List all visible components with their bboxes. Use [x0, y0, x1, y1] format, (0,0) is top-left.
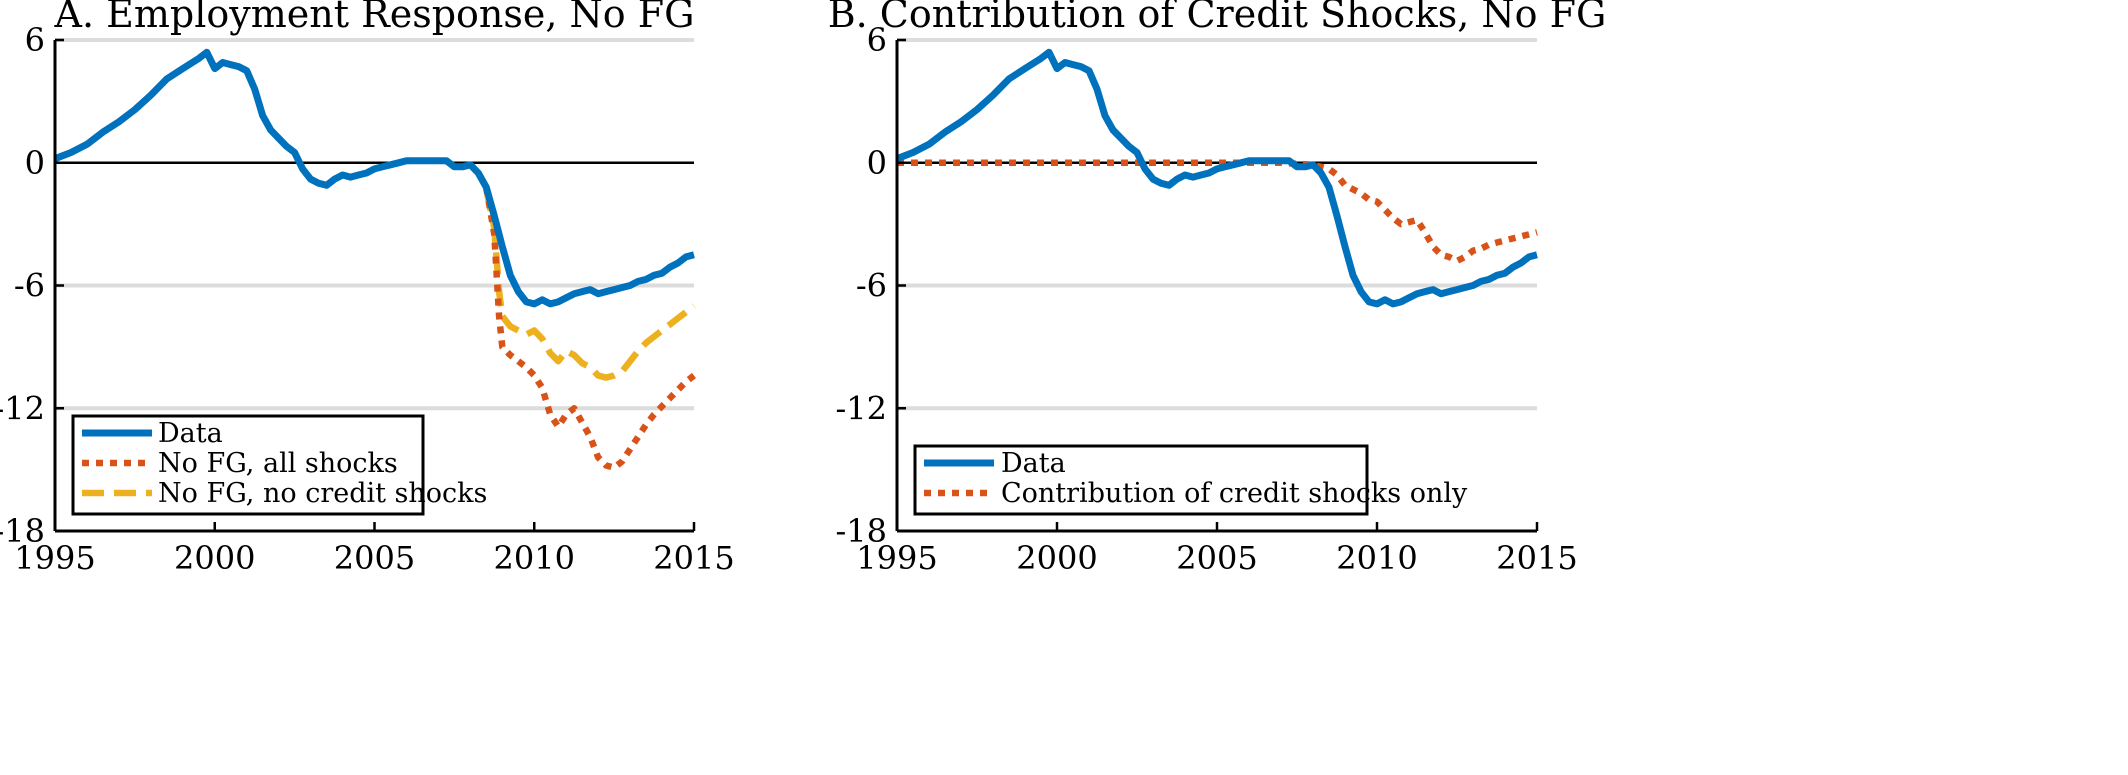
y-tick-label: -6 — [14, 267, 45, 305]
panel-a-title: A. Employment Response, No FG — [54, 0, 695, 36]
y-tick-label: -18 — [835, 512, 887, 550]
series-line-data — [53, 48, 695, 308]
series-line-data — [895, 48, 1538, 308]
series-line-contribution-of-credit-shocks-only — [897, 159, 1538, 265]
x-tick-label: 2010 — [494, 539, 575, 577]
y-tick-label: -18 — [0, 512, 45, 550]
x-tick-label: 2005 — [1176, 539, 1257, 577]
x-tick-label: 2015 — [653, 539, 734, 577]
x-tick-label: 2015 — [1496, 539, 1577, 577]
panel-a: A. Employment Response, No FG 6 0 -6 -12 -18… — [0, 0, 735, 577]
panel-b-title: B. Contribution of Credit Shocks, No FG — [828, 0, 1607, 36]
y-tick-label: -12 — [0, 389, 45, 427]
x-tick-label: 2000 — [1016, 539, 1097, 577]
y-tick-label: 6 — [867, 21, 887, 59]
legend-label: Data — [1001, 448, 1066, 479]
legend-box — [913, 444, 1369, 516]
x-tick-label: 1995 — [856, 539, 937, 577]
x-tick-label: 2000 — [174, 539, 255, 577]
panel-b: B. Contribution of Credit Shocks, No FG … — [828, 0, 1607, 577]
y-tick-label: 0 — [25, 144, 45, 182]
y-tick-label: -12 — [835, 389, 887, 427]
series-line-no-fg-no-credit-shocks — [483, 188, 696, 381]
x-tick-label: 2005 — [334, 539, 415, 577]
x-tick-label: 1995 — [14, 539, 95, 577]
x-tick-label: 2010 — [1336, 539, 1417, 577]
legend-label: Contribution of credit shocks only — [1001, 478, 1468, 509]
legend-label: Data — [158, 418, 223, 449]
y-tick-label: 6 — [25, 21, 45, 59]
y-tick-label: 0 — [867, 144, 887, 182]
series-line-no-fg-all-shocks — [483, 186, 696, 471]
legend-label: No FG, no credit shocks — [158, 478, 487, 509]
legend-label: No FG, all shocks — [158, 448, 398, 479]
y-tick-label: -6 — [856, 267, 887, 305]
